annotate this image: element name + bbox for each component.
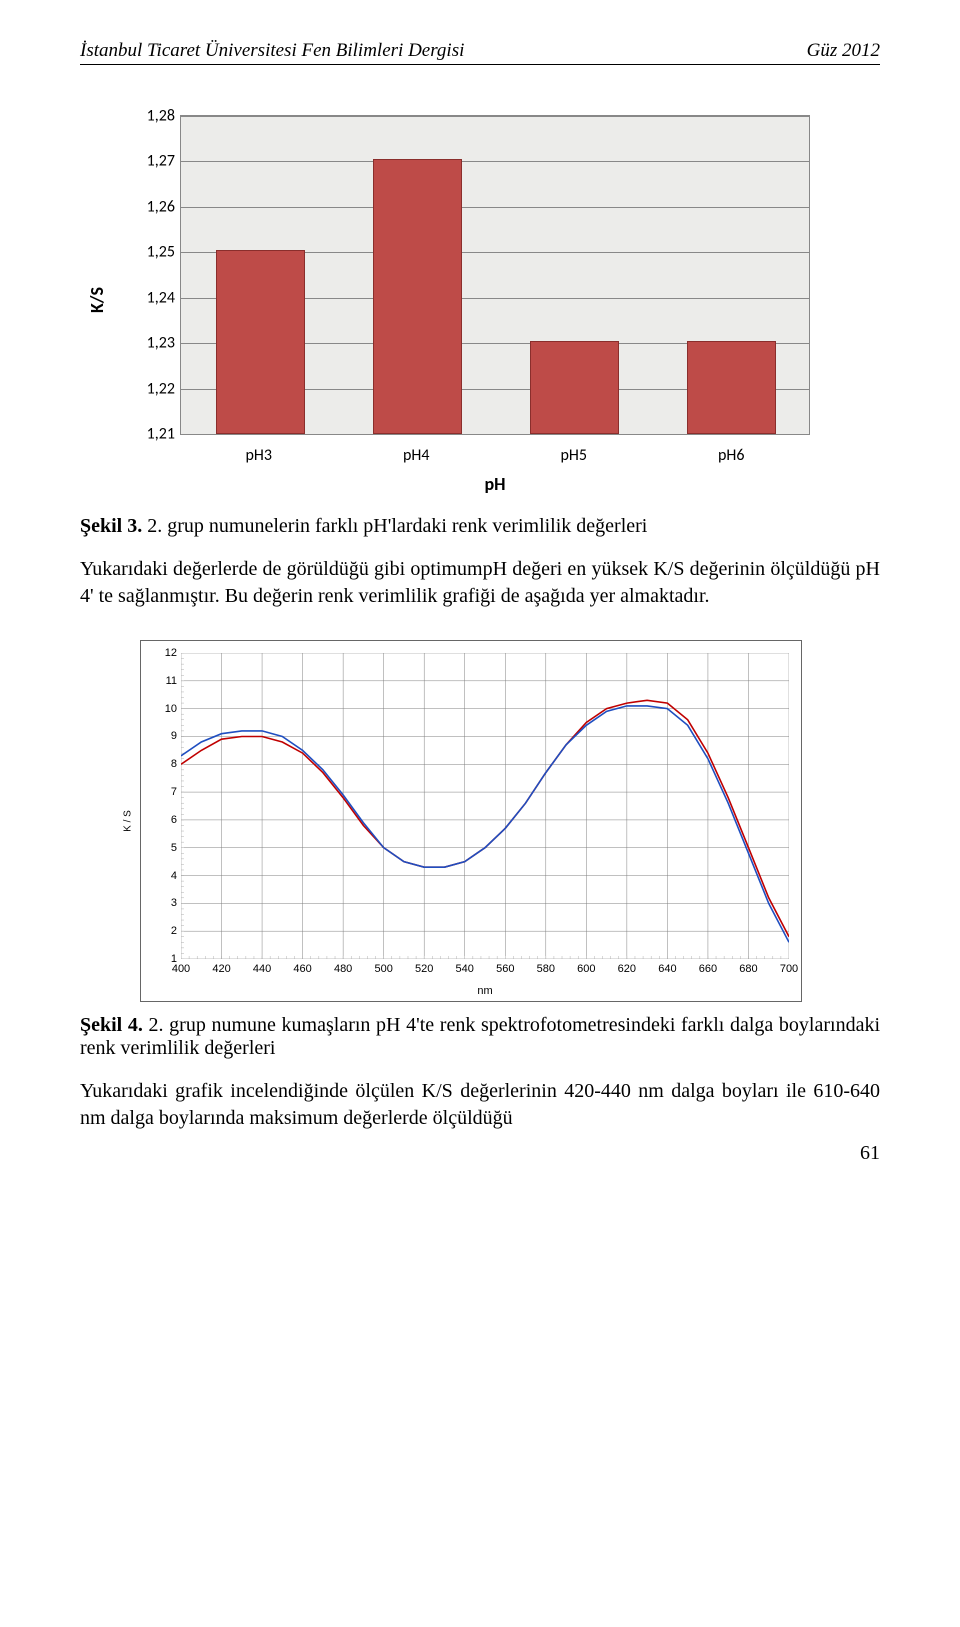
linechart-ytick: 7 [171,786,177,798]
linechart-ytick: 2 [171,925,177,937]
page-header: İstanbul Ticaret Üniversitesi Fen Biliml… [80,40,880,65]
linechart: K / S 1234567891011124004204404604805005… [140,640,802,1002]
barchart-bar [216,250,304,434]
linechart-y-label: K / S [122,810,133,832]
linechart-xtick: 540 [456,963,474,975]
linechart-ytick: 10 [165,703,177,715]
linechart-series [181,706,789,942]
header-issue: Güz 2012 [807,40,880,62]
page-number: 61 [80,1142,880,1165]
linechart-plot: 1234567891011124004204404604805005205405… [181,653,789,959]
barchart-ytick: 1,22 [147,379,175,398]
linechart-xtick: 660 [699,963,717,975]
barchart-y-label: K/S [86,287,108,313]
barchart-ytick: 1,27 [147,152,175,171]
linechart-xtick: 520 [415,963,433,975]
linechart-xtick: 580 [537,963,555,975]
barchart-xtick: pH3 [180,446,338,465]
linechart-ytick: 9 [171,730,177,742]
barchart-ytick: 1,23 [147,334,175,353]
linechart-ytick: 4 [171,870,177,882]
figure-3-lead: Şekil 3. [80,515,142,537]
linechart-xtick: 440 [253,963,271,975]
linechart-ytick: 8 [171,758,177,770]
linechart-xtick: 400 [172,963,190,975]
figure-3-caption: Şekil 3. 2. grup numunelerin farklı pH'l… [80,515,880,538]
barchart-x-label: pH [180,473,810,495]
barchart-ytick: 1,21 [147,425,175,444]
linechart-xtick: 680 [739,963,757,975]
paragraph-2: Yukarıdaki grafik incelendiğinde ölçülen… [80,1078,880,1132]
linechart-ytick: 3 [171,897,177,909]
linechart-xtick: 420 [212,963,230,975]
barchart-container: K/S 1,211,221,231,241,251,261,271,28 pH3… [120,105,880,495]
linechart-ytick: 11 [166,675,177,687]
linechart-xtick: 460 [293,963,311,975]
linechart-ytick: 5 [171,842,177,854]
barchart-ytick: 1,25 [147,243,175,262]
barchart-xtick: pH4 [338,446,496,465]
barchart-xtick: pH6 [653,446,811,465]
figure-4-caption: Şekil 4. 2. grup numune kumaşların pH 4'… [80,1014,880,1060]
linechart-xtick: 480 [334,963,352,975]
linechart-xtick: 560 [496,963,514,975]
barchart-ytick: 1,24 [147,288,175,307]
figure-4-rest: 2. grup numune kumaşların pH 4'te renk s… [80,1014,880,1059]
header-journal: İstanbul Ticaret Üniversitesi Fen Biliml… [80,40,464,62]
paragraph-1: Yukarıdaki değerlerde de görüldüğü gibi … [80,556,880,610]
barchart-xtick: pH5 [495,446,653,465]
barchart-ytick: 1,28 [147,107,175,126]
linechart-xtick: 620 [618,963,636,975]
barchart-bar [373,159,461,434]
linechart-xtick: 500 [374,963,392,975]
linechart-ytick: 6 [171,814,177,826]
barchart-bar [687,341,775,434]
barchart-gridline [181,161,809,162]
barchart-plot: 1,211,221,231,241,251,261,271,28 [180,115,810,435]
barchart-bar [530,341,618,434]
figure-4-lead: Şekil 4. [80,1014,143,1036]
linechart-ytick: 12 [165,647,177,659]
linechart-svg [181,653,789,959]
linechart-xtick: 640 [658,963,676,975]
linechart-xtick: 600 [577,963,595,975]
linechart-container: K / S 1234567891011124004204404604805005… [140,640,880,1002]
linechart-series [181,700,789,936]
barchart-gridline [181,116,809,117]
barchart-x-axis: pH3pH4pH5pH6 [180,446,810,465]
barchart: K/S 1,211,221,231,241,251,261,271,28 pH3… [120,105,820,495]
barchart-ytick: 1,26 [147,197,175,216]
linechart-x-label: nm [181,985,789,997]
figure-3-rest: 2. grup numunelerin farklı pH'lardaki re… [142,515,647,537]
linechart-xtick: 700 [780,963,798,975]
barchart-gridline [181,207,809,208]
